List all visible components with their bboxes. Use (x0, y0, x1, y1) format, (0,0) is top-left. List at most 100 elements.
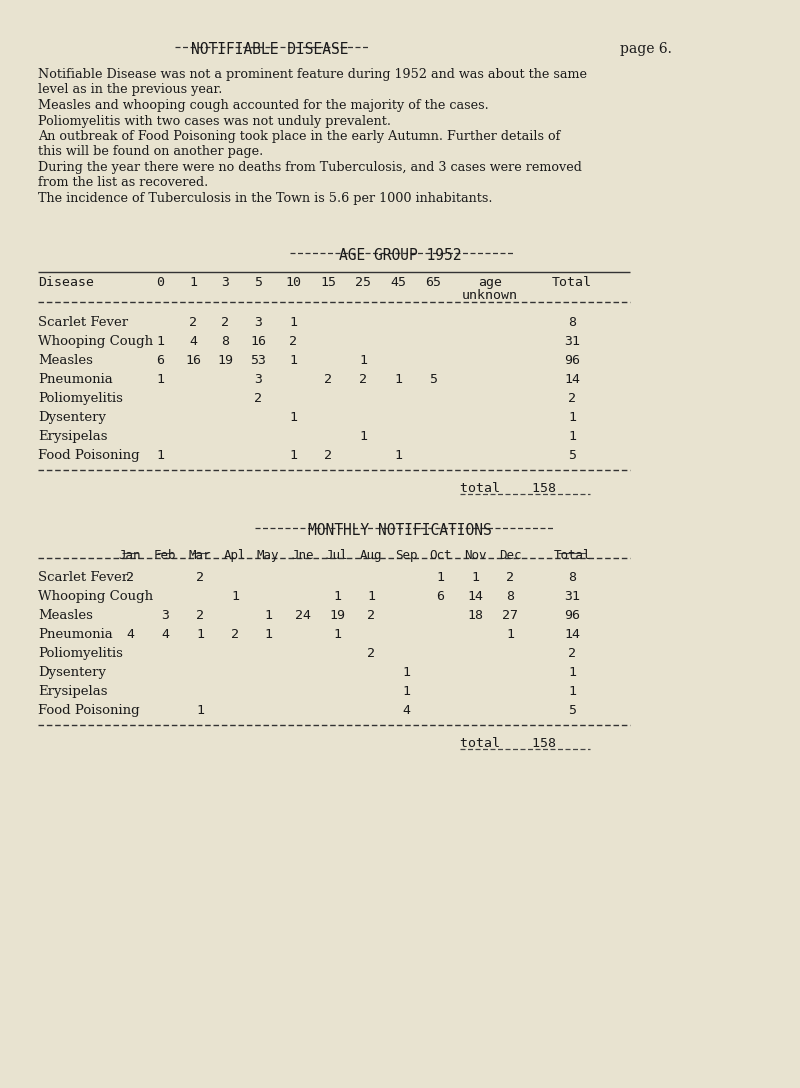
Text: 31: 31 (564, 335, 580, 348)
Text: 14: 14 (467, 590, 483, 603)
Text: Measles: Measles (38, 609, 93, 622)
Text: 3: 3 (221, 276, 229, 289)
Text: Disease: Disease (38, 276, 94, 289)
Text: 2: 2 (568, 392, 576, 405)
Text: 4: 4 (402, 704, 410, 717)
Text: 6: 6 (156, 354, 164, 367)
Text: Oct: Oct (429, 549, 451, 562)
Text: 1: 1 (264, 609, 272, 622)
Text: 8: 8 (221, 335, 229, 348)
Text: 5: 5 (254, 276, 262, 289)
Text: 4: 4 (126, 628, 134, 641)
Text: 1: 1 (568, 685, 576, 698)
Text: 65: 65 (425, 276, 441, 289)
Text: 1: 1 (196, 704, 204, 717)
Text: 2: 2 (324, 373, 332, 386)
Text: 1: 1 (402, 666, 410, 679)
Text: Measles: Measles (38, 354, 93, 367)
Text: 2: 2 (189, 316, 197, 329)
Text: 1: 1 (394, 449, 402, 462)
Text: total    158: total 158 (460, 737, 556, 750)
Text: 16: 16 (250, 335, 266, 348)
Text: 4: 4 (189, 335, 197, 348)
Text: 1: 1 (359, 354, 367, 367)
Text: 96: 96 (564, 609, 580, 622)
Text: 2: 2 (196, 609, 204, 622)
Text: 2: 2 (231, 628, 239, 641)
Text: Scarlet Fever: Scarlet Fever (38, 316, 128, 329)
Text: 2: 2 (568, 647, 576, 660)
Text: 96: 96 (564, 354, 580, 367)
Text: May: May (257, 549, 279, 562)
Text: Food Poisoning: Food Poisoning (38, 704, 140, 717)
Text: 18: 18 (467, 609, 483, 622)
Text: 19: 19 (329, 609, 345, 622)
Text: AGE GROUP 1952: AGE GROUP 1952 (338, 248, 462, 263)
Text: 1: 1 (333, 628, 341, 641)
Text: Nov: Nov (464, 549, 486, 562)
Text: The incidence of Tuberculosis in the Town is 5.6 per 1000 inhabitants.: The incidence of Tuberculosis in the Tow… (38, 191, 493, 205)
Text: 2: 2 (254, 392, 262, 405)
Text: 2: 2 (289, 335, 297, 348)
Text: Pneumonia: Pneumonia (38, 628, 113, 641)
Text: 1: 1 (436, 571, 444, 584)
Text: 1: 1 (289, 449, 297, 462)
Text: Whooping Cough: Whooping Cough (38, 335, 153, 348)
Text: total    158: total 158 (460, 482, 556, 495)
Text: 1: 1 (156, 449, 164, 462)
Text: 1: 1 (471, 571, 479, 584)
Text: Poliomyelitis: Poliomyelitis (38, 392, 123, 405)
Text: from the list as recovered.: from the list as recovered. (38, 176, 208, 189)
Text: 1: 1 (402, 685, 410, 698)
Text: Scarlet Fever: Scarlet Fever (38, 571, 128, 584)
Text: 8: 8 (568, 571, 576, 584)
Text: 1: 1 (196, 628, 204, 641)
Text: 16: 16 (185, 354, 201, 367)
Text: 1: 1 (506, 628, 514, 641)
Text: 1: 1 (156, 335, 164, 348)
Text: Apl: Apl (224, 549, 246, 562)
Text: 2: 2 (367, 609, 375, 622)
Text: 5: 5 (568, 449, 576, 462)
Text: Erysipelas: Erysipelas (38, 430, 107, 443)
Text: 0: 0 (156, 276, 164, 289)
Text: 1: 1 (289, 316, 297, 329)
Text: During the year there were no deaths from Tuberculosis, and 3 cases were removed: During the year there were no deaths fro… (38, 161, 582, 174)
Text: 1: 1 (231, 590, 239, 603)
Text: 27: 27 (502, 609, 518, 622)
Text: Total: Total (552, 276, 592, 289)
Text: 1: 1 (289, 354, 297, 367)
Text: 25: 25 (355, 276, 371, 289)
Text: 1: 1 (264, 628, 272, 641)
Text: 8: 8 (506, 590, 514, 603)
Text: 1: 1 (156, 373, 164, 386)
Text: 3: 3 (254, 316, 262, 329)
Text: 3: 3 (254, 373, 262, 386)
Text: Sep: Sep (394, 549, 418, 562)
Text: 1: 1 (333, 590, 341, 603)
Text: 31: 31 (564, 590, 580, 603)
Text: Erysipelas: Erysipelas (38, 685, 107, 698)
Text: 2: 2 (367, 647, 375, 660)
Text: 1: 1 (568, 411, 576, 424)
Text: 6: 6 (436, 590, 444, 603)
Text: 2: 2 (196, 571, 204, 584)
Text: page 6.: page 6. (620, 42, 672, 55)
Text: 53: 53 (250, 354, 266, 367)
Text: Pneumonia: Pneumonia (38, 373, 113, 386)
Text: Jne: Jne (292, 549, 314, 562)
Text: 4: 4 (161, 628, 169, 641)
Text: 2: 2 (324, 449, 332, 462)
Text: Dysentery: Dysentery (38, 666, 106, 679)
Text: 5: 5 (568, 704, 576, 717)
Text: 2: 2 (506, 571, 514, 584)
Text: 8: 8 (568, 316, 576, 329)
Text: 1: 1 (568, 430, 576, 443)
Text: Poliomyelitis with two cases was not unduly prevalent.: Poliomyelitis with two cases was not und… (38, 114, 391, 127)
Text: 15: 15 (320, 276, 336, 289)
Text: 14: 14 (564, 628, 580, 641)
Text: 45: 45 (390, 276, 406, 289)
Text: Total: Total (554, 549, 590, 562)
Text: 1: 1 (568, 666, 576, 679)
Text: Notifiable Disease was not a prominent feature during 1952 and was about the sam: Notifiable Disease was not a prominent f… (38, 67, 587, 81)
